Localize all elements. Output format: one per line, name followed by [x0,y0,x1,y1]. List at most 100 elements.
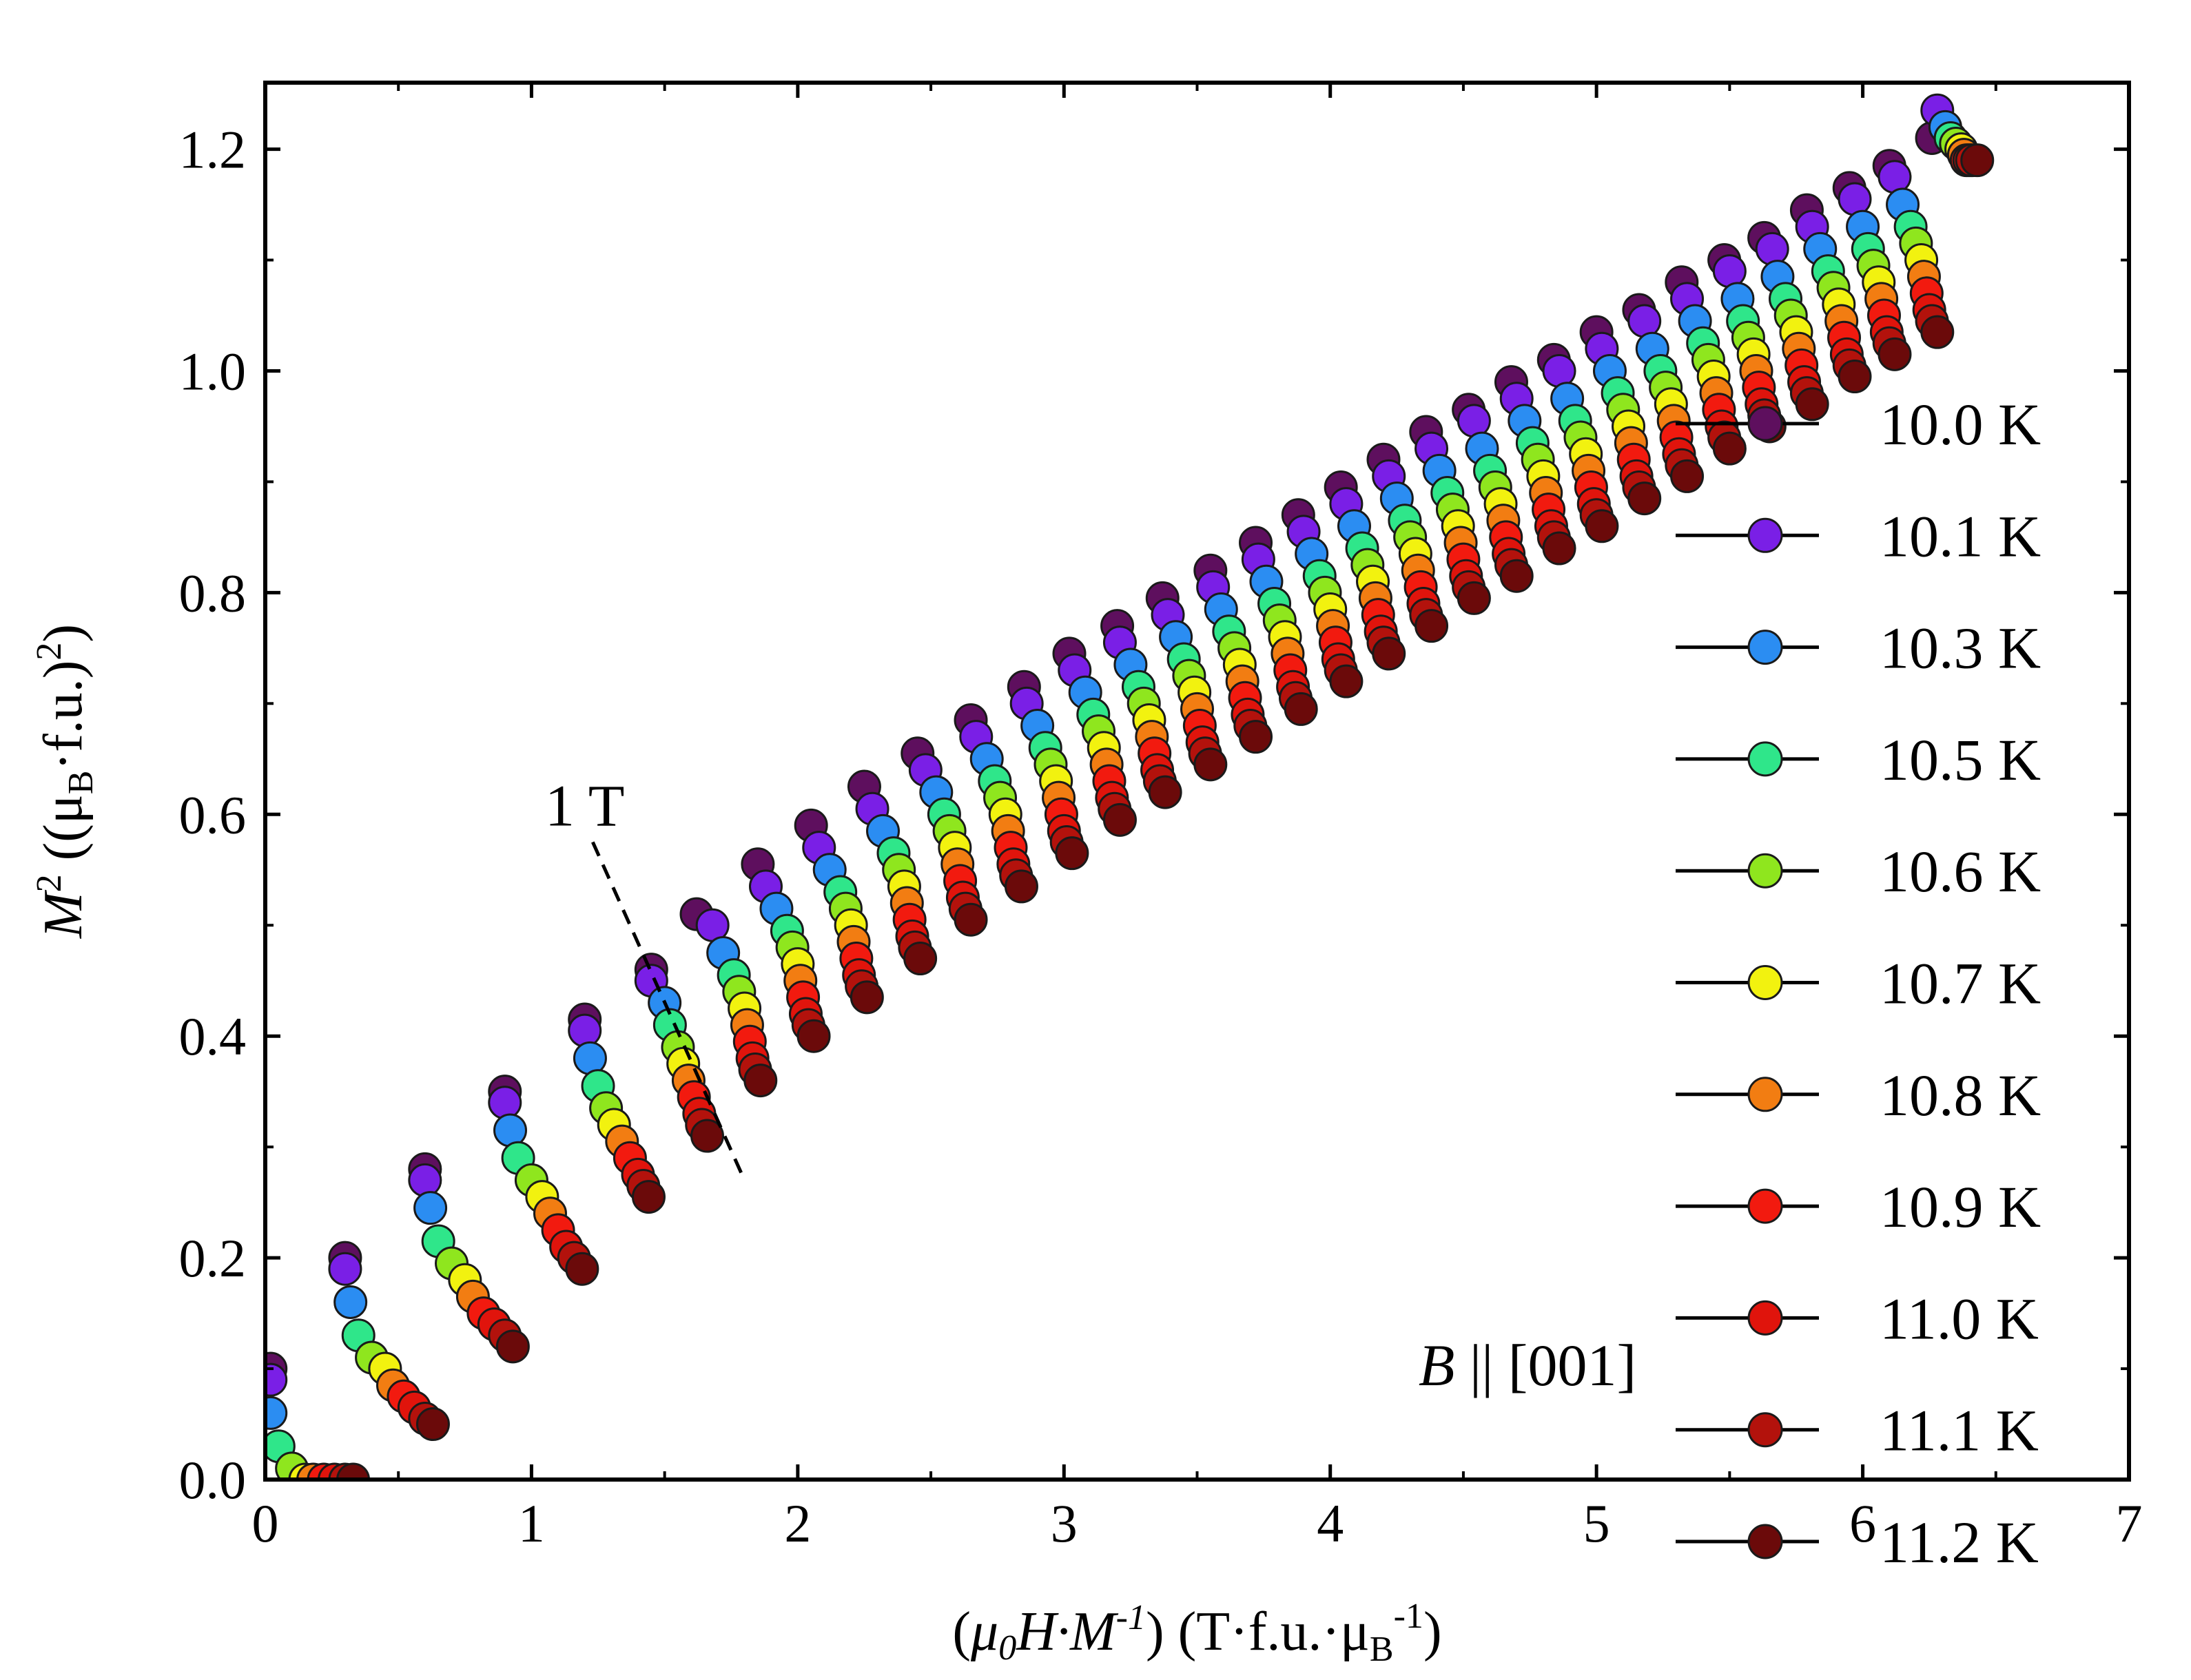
legend-label: 10.8 K [1880,1062,2041,1128]
legend-label: 10.7 K [1880,951,2041,1017]
data-point [1627,481,1662,516]
data-point [1148,775,1182,809]
legend-marker [1747,1412,1783,1448]
x-tick-label: 7 [2116,1493,2143,1553]
legend-label: 10.0 K [1880,391,2041,457]
legend-label: 10.1 K [1880,503,2041,569]
series-10-1-K [265,93,1955,1397]
data-point [903,942,938,976]
data-point [493,1113,528,1148]
legend-item: 11.1 K [1676,1398,2039,1464]
data-point [743,1064,778,1098]
data-point [1004,869,1038,904]
legend-label: 10.6 K [1880,838,2041,904]
one-tesla-label: 1 T [545,772,624,838]
legend-marker [1747,406,1783,442]
data-point [328,1252,362,1286]
data-point [690,1119,724,1153]
annotations: 1 T B || [001] [545,772,1636,1398]
data-point [336,1462,371,1480]
data-point [1055,836,1089,871]
legend-item: 11.0 K [1676,1285,2039,1351]
data-point [1542,531,1576,566]
field-direction-label: B || [001] [1419,1332,1636,1398]
data-point [631,1180,666,1214]
data-point [1960,143,1995,178]
data-point [1329,664,1364,698]
data-point [568,1013,602,1048]
y-tick-label: 0.6 [179,785,247,844]
legend-marker [1747,853,1783,889]
data-point [1457,581,1491,615]
data-point [1284,692,1318,726]
data-point [1239,720,1273,754]
legend-label: 11.2 K [1880,1509,2039,1575]
y-tick-label: 1.2 [179,120,247,180]
data-point [1712,431,1747,466]
data-point [495,1329,530,1364]
legend-marker [1747,1300,1783,1336]
data-point [1878,160,1912,194]
legend-label: 10.9 K [1880,1174,2041,1240]
data-point [408,1163,442,1197]
data-point [1920,315,1955,349]
data-point [1585,509,1619,543]
data-point [415,1407,450,1442]
legend-label: 10.3 K [1880,615,2041,681]
y-tick-label: 1.0 [179,341,247,401]
data-point [565,1252,599,1286]
legend-marker [1747,965,1783,1000]
data-point [265,1396,288,1430]
x-tick-label: 0 [252,1493,279,1553]
data-point [333,1285,368,1319]
data-point [1193,747,1228,782]
legend-marker [1747,741,1783,777]
legend-item: 10.7 K [1676,951,2041,1017]
x-tick-label: 5 [1583,1493,1610,1553]
data-point [1878,337,1912,371]
legend-marker [1747,630,1783,665]
data-point [413,1191,448,1225]
y-tick-label: 0.0 [179,1450,247,1510]
data-point [1670,459,1705,493]
series-11-2-K [336,143,1995,1480]
y-tick-label: 0.8 [179,563,247,623]
data-point [1372,636,1406,671]
data-point [796,1019,831,1053]
data-point [265,1362,288,1397]
data-point [1795,387,1829,422]
y-axis-title: M2 ((μB·f.u.)2) [30,624,101,939]
legend-label: 11.0 K [1880,1285,2039,1351]
y-tick-label: 0.2 [179,1228,247,1288]
legend-item: 10.9 K [1676,1174,2041,1240]
legend: 10.0 K 10.1 K 10.3 K 10.5 K 10.6 K 10.7 K 10.8… [1676,391,2041,1575]
data-marks [265,93,1995,1480]
data-point [1755,231,1789,266]
x-tick-label: 3 [1051,1493,1078,1553]
x-tick-label: 2 [784,1493,811,1553]
legend-marker [1747,1524,1783,1559]
legend-item: 10.3 K [1676,615,2041,681]
axes: 0 1 2 3 4 5 6 7 0.0 0.2 0.4 0.6 0.8 1.0 1.2 (μ0H·M-1) (… [30,83,2143,1669]
y-tick-label: 0.4 [179,1006,247,1066]
data-point [1499,559,1534,593]
data-point [1838,360,1872,394]
legend-item: 10.8 K [1676,1062,2041,1128]
data-point [954,902,988,937]
data-point [1102,802,1137,837]
data-point [1627,304,1662,338]
data-point [573,1041,607,1075]
data-point [1457,404,1491,438]
legend-marker [1747,1188,1783,1224]
x-tick-label: 1 [518,1493,545,1553]
legend-marker [1747,517,1783,553]
legend-item: 11.2 K [1676,1509,2039,1575]
legend-label: 11.1 K [1880,1398,2039,1464]
data-point [488,1086,522,1120]
data-point [1415,609,1449,643]
legend-item: 10.0 K [1676,391,2041,457]
legend-item: 10.6 K [1676,838,2041,904]
legend-item: 10.1 K [1676,503,2041,569]
x-tick-label: 6 [1849,1493,1876,1553]
